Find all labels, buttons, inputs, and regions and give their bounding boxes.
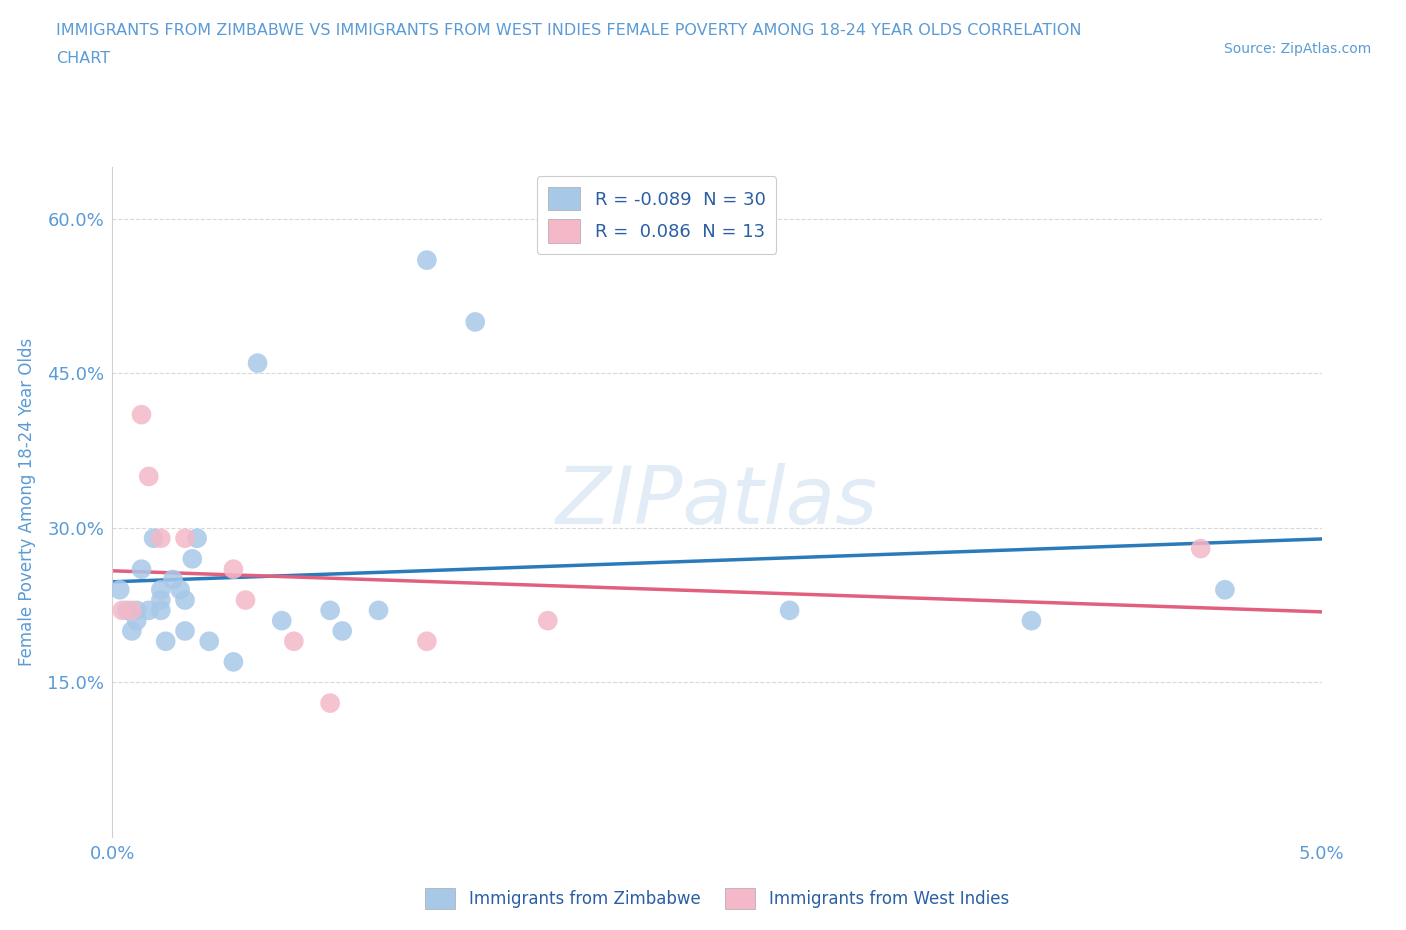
Point bbox=[416, 253, 439, 268]
Point bbox=[222, 655, 245, 670]
Point bbox=[155, 634, 177, 649]
Point bbox=[367, 603, 389, 618]
Point bbox=[121, 603, 143, 618]
Point bbox=[416, 634, 439, 649]
Point bbox=[246, 355, 269, 370]
Point bbox=[174, 623, 197, 638]
Point bbox=[138, 469, 160, 484]
Point bbox=[1213, 582, 1236, 597]
Point bbox=[169, 582, 191, 597]
Y-axis label: Female Poverty Among 18-24 Year Olds: Female Poverty Among 18-24 Year Olds bbox=[18, 339, 37, 666]
Point bbox=[115, 603, 138, 618]
Point bbox=[1021, 613, 1043, 628]
Point bbox=[149, 582, 172, 597]
Point bbox=[198, 634, 221, 649]
Point bbox=[174, 592, 197, 607]
Text: ZIPatlas: ZIPatlas bbox=[555, 463, 879, 541]
Point bbox=[174, 531, 197, 546]
Point bbox=[283, 634, 305, 649]
Point bbox=[125, 613, 148, 628]
Point bbox=[186, 531, 208, 546]
Text: IMMIGRANTS FROM ZIMBABWE VS IMMIGRANTS FROM WEST INDIES FEMALE POVERTY AMONG 18-: IMMIGRANTS FROM ZIMBABWE VS IMMIGRANTS F… bbox=[56, 23, 1081, 38]
Point bbox=[222, 562, 245, 577]
Point bbox=[319, 603, 342, 618]
Point bbox=[270, 613, 292, 628]
Text: Source: ZipAtlas.com: Source: ZipAtlas.com bbox=[1223, 42, 1371, 56]
Point bbox=[131, 562, 153, 577]
Point bbox=[121, 623, 143, 638]
Point bbox=[181, 551, 204, 566]
Point bbox=[138, 603, 160, 618]
Point bbox=[330, 623, 353, 638]
Text: CHART: CHART bbox=[56, 51, 110, 66]
Point bbox=[235, 592, 257, 607]
Point bbox=[319, 696, 342, 711]
Point bbox=[162, 572, 184, 587]
Point bbox=[537, 613, 560, 628]
Point bbox=[131, 407, 153, 422]
Point bbox=[149, 531, 172, 546]
Point bbox=[149, 603, 172, 618]
Point bbox=[149, 592, 172, 607]
Point bbox=[111, 603, 134, 618]
Point bbox=[1189, 541, 1212, 556]
Point bbox=[108, 582, 131, 597]
Point bbox=[142, 531, 165, 546]
Legend: Immigrants from Zimbabwe, Immigrants from West Indies: Immigrants from Zimbabwe, Immigrants fro… bbox=[419, 881, 1015, 916]
Point bbox=[464, 314, 486, 329]
Point bbox=[779, 603, 801, 618]
Point bbox=[125, 603, 148, 618]
